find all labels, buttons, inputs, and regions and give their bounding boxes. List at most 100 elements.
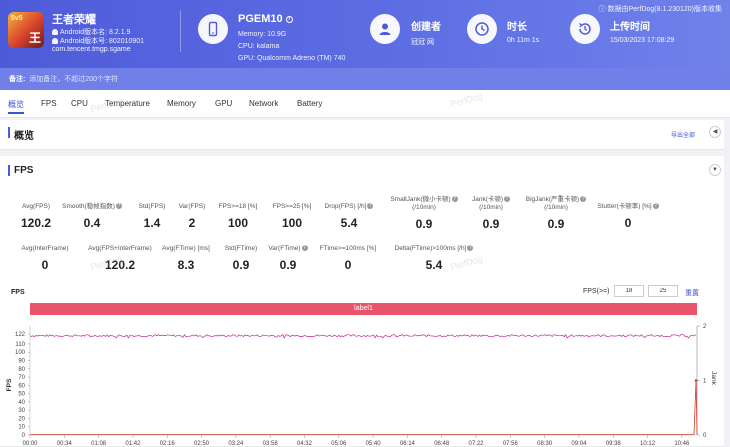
overview-title: 概览 (14, 131, 34, 142)
creator-value: 冠冠 网 (411, 39, 434, 46)
stat-r1-3: Var(FPS) 2 (142, 203, 242, 230)
stat-value: 0 (624, 216, 632, 230)
help-icon[interactable]: ? (451, 196, 458, 203)
history-icon (570, 14, 600, 44)
stat-label: Jank(卡顿)? (/10min) (471, 196, 511, 211)
device-gpu: GPU: Qualcomm Adreno (TM) 740 (238, 55, 346, 62)
stat-r2-3: Std(FTime) 0.9 (191, 245, 291, 272)
stat-label: Std(FTime) (224, 245, 258, 252)
stat-value: 0.9 (482, 217, 500, 231)
info-icon: ⓘ (598, 6, 608, 13)
android-version-code: Android版本号: 802010901 (52, 36, 144, 46)
stat-r1-8: Jank(卡顿)? (/10min) 0.9 (441, 196, 541, 231)
export-all-link[interactable]: 导出全部 (670, 133, 695, 139)
creator-label: 创建者 (411, 22, 441, 33)
stat-r1-4: FPS>=18 [%] 100 (188, 203, 288, 230)
stat-r1-7: SmallJank(微小卡顿)? (/10min) 0.9 (374, 196, 474, 231)
phone-icon (198, 14, 228, 44)
help-icon[interactable]: ? (504, 196, 511, 203)
stat-label: FTime>=100ms [%] (319, 245, 377, 252)
help-icon[interactable]: ? (301, 245, 308, 252)
tab-overview[interactable]: 概览 (8, 100, 24, 114)
stat-value: 0 (344, 258, 352, 272)
stat-value: 5.4 (425, 258, 443, 272)
stat-label: Avg(FPS+InterFrame) (88, 245, 152, 252)
reset-link[interactable]: 重置 (685, 290, 699, 297)
tab-bar: 概览 FPS CPU Temperature Memory GPU Networ… (0, 90, 730, 118)
collapse-left-button[interactable]: ◀ (709, 126, 721, 138)
stat-value: 5.4 (340, 216, 358, 230)
stat-value: 0.4 (83, 216, 101, 230)
remark-input[interactable]: 添加备注，不超过200个字符 (29, 76, 118, 83)
stat-value: 120.2 (20, 216, 52, 230)
report-header: 5v5 王 王者荣耀 Android版本名: 8.2.1.9 Android版本号… (0, 0, 730, 68)
label-band[interactable]: label1 (30, 303, 697, 315)
stat-value: 8.3 (177, 258, 195, 272)
tab-fps[interactable]: FPS (41, 99, 57, 108)
help-icon[interactable]: ? (652, 203, 659, 210)
stat-label: Delta(FTime)>100ms [/h]? (394, 245, 474, 252)
clock-icon (467, 14, 497, 44)
stat-value: 1.4 (143, 216, 161, 230)
data-source-note: ⓘ 数据由PerfDog(8.1.230120)版本收集 (598, 6, 722, 13)
header-divider (180, 10, 181, 52)
remark-label: 备注: (9, 76, 26, 83)
info-icon[interactable]: i (285, 15, 293, 23)
stat-value: 0.9 (415, 217, 433, 231)
help-icon[interactable]: ? (467, 245, 474, 252)
stat-label: SmallJank(微小卡顿)? (/10min) (390, 196, 458, 211)
stat-label: Avg(FTime) [ms] (162, 245, 210, 252)
section-marker (8, 127, 10, 138)
stat-label: BigJank(严重卡顿)? (/10min) (525, 196, 587, 211)
android-icon (52, 38, 58, 45)
tab-cpu[interactable]: CPU (71, 99, 88, 108)
tab-temperature[interactable]: Temperature (105, 99, 150, 108)
help-icon[interactable]: ? (580, 196, 587, 203)
stat-r1-6: Drop(FPS) [/h]? 5.4 (299, 203, 399, 230)
package-name: com.tencent.tmgp.sgame (52, 46, 131, 53)
overview-panel: 概览 导出全部 ◀ (0, 120, 724, 150)
stat-value: 0.9 (279, 258, 297, 272)
device-cpu: CPU: kalama (238, 43, 280, 50)
stat-value: 0.9 (232, 258, 250, 272)
stat-label: FPS>=18 [%] (218, 203, 258, 210)
stat-label: Stutter(卡顿率) [%]? (597, 203, 659, 210)
help-icon[interactable]: ? (115, 203, 122, 210)
fps-threshold-label: FPS(>=) (583, 288, 610, 295)
stat-label: Drop(FPS) [/h]? (324, 203, 374, 210)
stat-label: Std(FPS) (138, 203, 166, 210)
stat-label: Var(FPS) (178, 203, 206, 210)
remark-bar: 备注: 添加备注，不超过200个字符 (0, 68, 730, 90)
stat-r2-0: Avg(InterFrame) 0 (0, 245, 95, 272)
stat-label: FPS>=25 [%] (272, 203, 312, 210)
stat-label: Avg(InterFrame) (21, 245, 69, 252)
tab-battery[interactable]: Battery (297, 99, 323, 108)
help-icon[interactable]: ? (367, 203, 374, 210)
stat-value: 0 (41, 258, 49, 272)
app-name: 王者荣耀 (52, 14, 96, 26)
fps-threshold-1-input[interactable] (614, 285, 644, 297)
game-app-icon: 5v5 王 (8, 12, 44, 48)
stat-r2-1: Avg(FPS+InterFrame) 120.2 (70, 245, 170, 272)
fps-threshold-2-input[interactable] (648, 285, 678, 297)
device-memory: Memory: 10.9G (238, 31, 287, 38)
tab-network[interactable]: Network (249, 99, 279, 108)
stat-r1-10: Stutter(卡顿率) [%]? 0 (578, 203, 678, 230)
stat-r2-6: Delta(FTime)>100ms [/h]? 5.4 (384, 245, 484, 272)
collapse-toggle-button[interactable]: ▼ (709, 164, 721, 176)
stat-r1-1: Smooth(稳帧指数)? 0.4 (42, 203, 142, 230)
stat-r1-2: Std(FPS) 1.4 (102, 203, 202, 230)
tab-gpu[interactable]: GPU (215, 99, 233, 108)
stat-value: 120.2 (104, 258, 136, 272)
tab-memory[interactable]: Memory (167, 99, 196, 108)
upload-time-value: 15/03/2023 17:08:29 (610, 37, 675, 44)
user-icon (370, 14, 400, 44)
section-marker (8, 165, 10, 176)
upload-time-label: 上传时间 (610, 22, 650, 33)
android-icon (52, 29, 58, 36)
device-name: PGEM10 i (238, 13, 293, 25)
duration-label: 时长 (507, 22, 527, 33)
android-version-name: Android版本名: 8.2.1.9 (52, 27, 130, 37)
stat-r1-0: Avg(FPS) 120.2 (0, 203, 86, 230)
stat-r2-5: FTime>=100ms [%] 0 (298, 245, 398, 272)
